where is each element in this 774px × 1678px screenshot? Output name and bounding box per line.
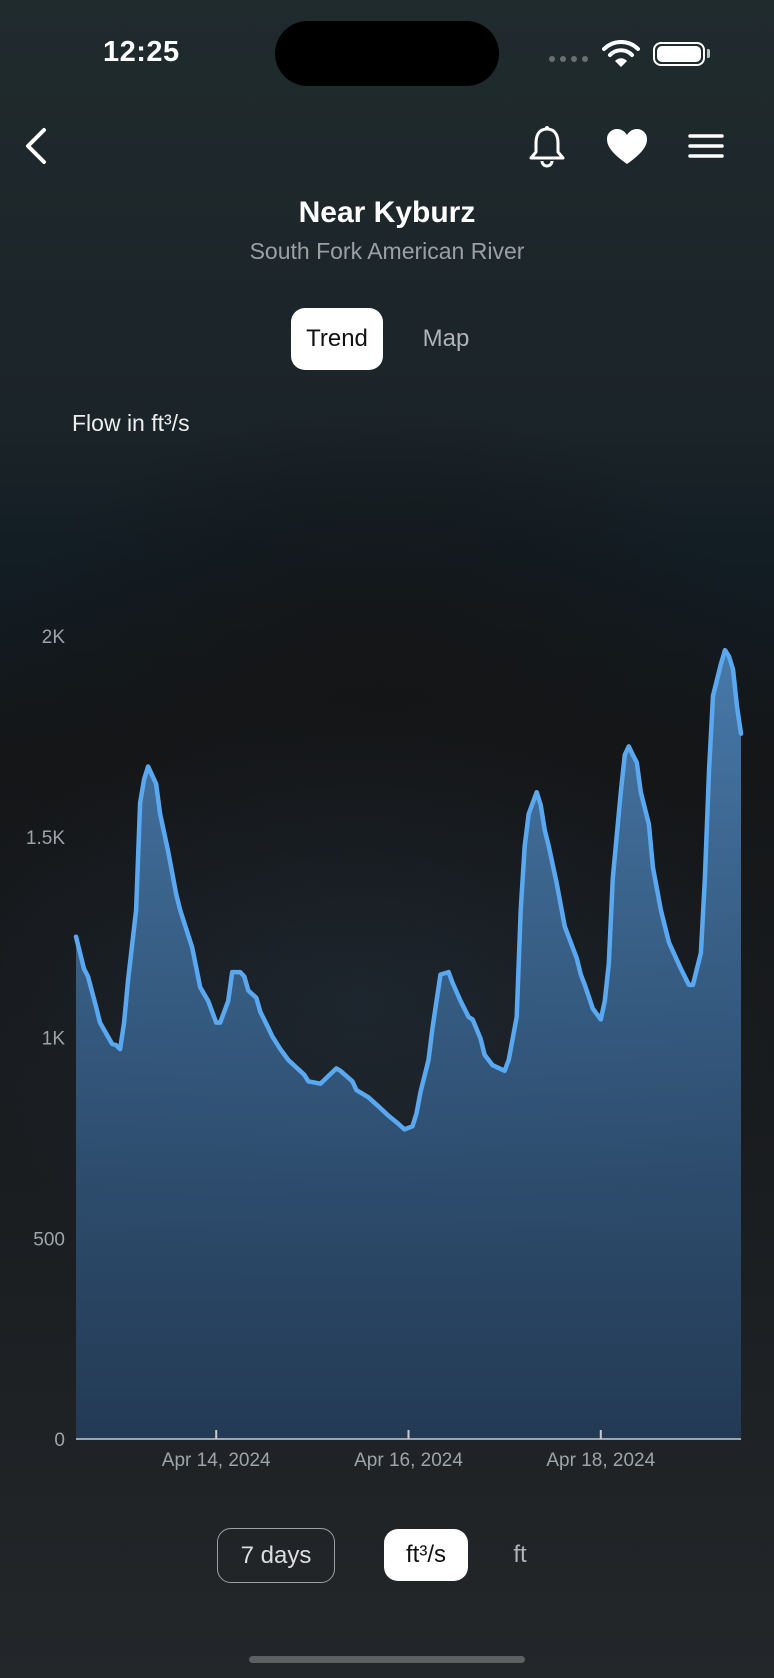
signal-dot-icon: [549, 56, 555, 62]
tab-map[interactable]: Map: [422, 325, 470, 352]
status-time: 12:25: [103, 36, 180, 68]
flow-area: [76, 650, 741, 1439]
y-tick-label: 0: [54, 1430, 65, 1451]
y-axis-label: Flow in ft³/s: [72, 410, 190, 436]
heart-icon[interactable]: [606, 128, 648, 166]
x-tick-label: Apr 14, 2024: [162, 1450, 271, 1471]
battery-icon: [653, 42, 705, 66]
signal-dot-icon: [560, 56, 566, 62]
signal-dot-icon: [582, 56, 588, 62]
hamburger-menu-icon[interactable]: [688, 133, 724, 159]
flow-line: [73, 647, 744, 1132]
y-tick-label: 500: [33, 1229, 65, 1250]
back-chevron-icon[interactable]: [20, 126, 52, 166]
x-tick-label: Apr 18, 2024: [546, 1450, 655, 1471]
unit-cfs-button[interactable]: ft³/s: [384, 1529, 468, 1581]
dynamic-island: [275, 21, 499, 86]
x-tick-label: Apr 16, 2024: [354, 1450, 463, 1471]
page-title: Near Kyburz: [298, 196, 476, 229]
unit-ft-button[interactable]: ft: [513, 1541, 527, 1568]
page-subtitle: South Fork American River: [249, 238, 525, 264]
wifi-icon: [602, 40, 640, 67]
range-select-button[interactable]: 7 days: [217, 1528, 335, 1583]
flow-chart[interactable]: 0 500 1K 1.5K 2K Apr 14, 2024 Apr 16, 2024 Apr…: [0, 600, 774, 1480]
tab-trend[interactable]: Trend: [291, 308, 383, 370]
bell-icon[interactable]: [527, 125, 567, 169]
y-tick-label: 1.5K: [26, 828, 65, 849]
y-tick-label: 2K: [42, 627, 66, 648]
y-tick-label: 1K: [42, 1029, 66, 1050]
battery-cap: [707, 49, 710, 58]
home-indicator[interactable]: [249, 1656, 525, 1663]
signal-dot-icon: [571, 56, 577, 62]
